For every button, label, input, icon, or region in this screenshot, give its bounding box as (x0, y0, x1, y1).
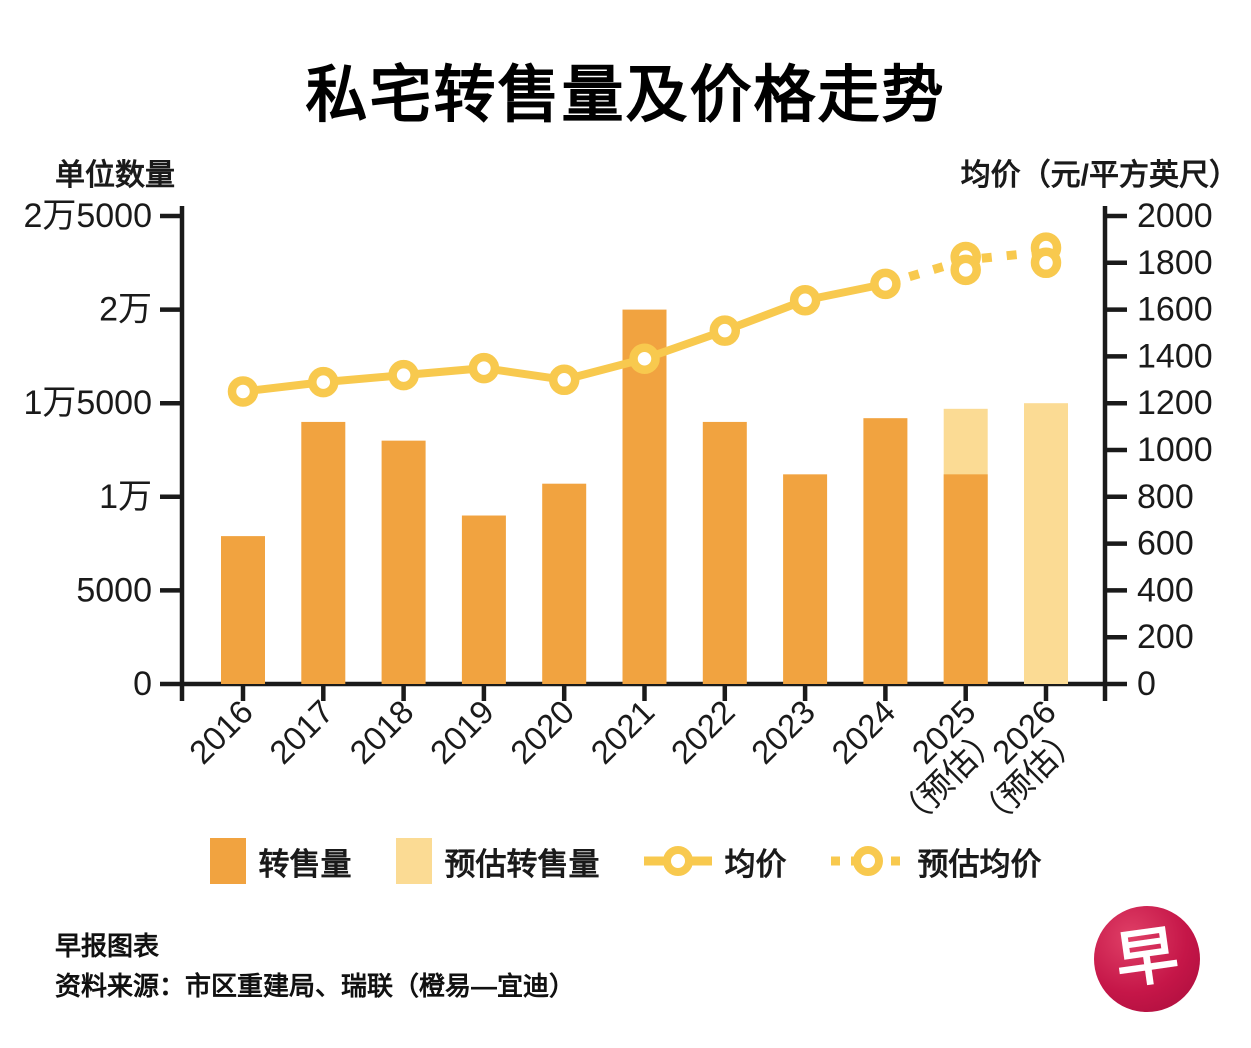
est-resale-bar-swatch-icon (395, 838, 432, 884)
left-axis-tick-label: 5000 (76, 571, 152, 609)
left-axis-title: 单位数量 (55, 159, 175, 192)
left-axis-tick-label: 1万 (99, 478, 152, 516)
right-axis-title: 均价（元/平方英尺） (960, 159, 1239, 192)
avg-price-marker-2024 (870, 268, 901, 300)
left-axis-tick-label: 1万5000 (23, 384, 152, 422)
left-axis-tick-label: 0 (133, 665, 152, 703)
x-axis-label: 2017 (262, 693, 340, 771)
avg-price-marker-2021 (629, 343, 660, 374)
zaobao-logo-char: 早 (1111, 920, 1183, 997)
x-axis-label: 2018 (342, 693, 420, 771)
bar-2022 (702, 421, 747, 684)
x-axis-label: 2024 (824, 693, 902, 771)
legend-item-resale: 转售量 (209, 838, 352, 884)
right-axis-tick-label: 1200 (1137, 384, 1213, 422)
x-axis-label: 2016 (182, 693, 260, 771)
right-axis-tick-label: 1000 (1137, 431, 1213, 469)
bar-2020 (542, 483, 587, 684)
right-axis-tick-label: 2000 (1137, 197, 1213, 235)
legend-item-est-resale: 预估转售量 (395, 838, 600, 884)
bar-2018 (381, 440, 426, 684)
right-axis-tick-label: 200 (1137, 618, 1194, 656)
bar-2019 (461, 515, 506, 684)
bar-2016 (221, 536, 265, 684)
footer-source: 资料来源：市区重建局、瑞联（橙易—宜迪） (55, 971, 576, 1001)
chart-title: 私宅转售量及价格走势 (305, 61, 946, 130)
avg-price-marker-2018 (388, 359, 419, 391)
right-axis-tick-label: 1400 (1137, 337, 1213, 375)
x-axis-label: 2023 (744, 693, 822, 771)
bar-2025 (943, 474, 988, 684)
avg-price-marker-2017 (308, 366, 339, 398)
zaobao-logo: 早 (1094, 906, 1200, 1012)
resale-bar-swatch-icon (209, 838, 246, 884)
avg-price-marker-2022 (709, 315, 741, 346)
x-axis-label: 2022 (664, 693, 742, 771)
right-axis-tick-label: 1800 (1137, 244, 1213, 282)
solid-line-marker-icon (643, 846, 712, 876)
right-axis-tick-label: 0 (1137, 665, 1156, 703)
legend-label-resale: 转售量 (258, 846, 352, 882)
legend-item-avg-price: 均价 (643, 839, 787, 884)
x-axis-label: 2019 (423, 693, 501, 771)
avg-price-marker-2020 (548, 364, 580, 396)
right-axis-tick-label: 800 (1137, 478, 1194, 516)
bar-2024 (863, 418, 908, 684)
footer-credits: 早报图表 资料来源：市区重建局、瑞联（橙易—宜迪） (55, 926, 575, 1006)
avg-price-marker-2019 (468, 352, 500, 384)
avg-price-marker-2016 (227, 376, 259, 407)
left-axis-tick-label: 2万 (99, 291, 152, 329)
left-axis-tick-label: 2万5000 (23, 197, 152, 235)
est-avg-price-marker-2026 (1030, 247, 1062, 279)
est-avg-price-marker-2025 (950, 254, 981, 286)
x-axis-label: 2020 (503, 693, 581, 771)
legend-item-est-avg-price: 预估均价 (830, 839, 1042, 884)
right-axis-tick-label: 1600 (1137, 291, 1213, 329)
legend-label-est-avg-price: 预估均价 (917, 846, 1042, 882)
footer-brand: 早报图表 (55, 931, 160, 961)
bar-estimated-2026 (1024, 403, 1068, 684)
x-axis-label: 2021 (583, 693, 661, 771)
right-axis-tick-label: 600 (1137, 525, 1194, 563)
legend-label-avg-price: 均价 (724, 846, 787, 882)
chart-legend: 转售量 预估转售量 均价 预估均价 (0, 838, 1251, 884)
bar-2017 (301, 421, 346, 684)
right-axis-tick-label: 400 (1137, 571, 1194, 609)
legend-label-est-resale: 预估转售量 (444, 846, 600, 882)
bar-2023 (783, 474, 828, 684)
avg-price-marker-2023 (789, 284, 821, 316)
dashed-line-marker-icon (830, 846, 905, 876)
